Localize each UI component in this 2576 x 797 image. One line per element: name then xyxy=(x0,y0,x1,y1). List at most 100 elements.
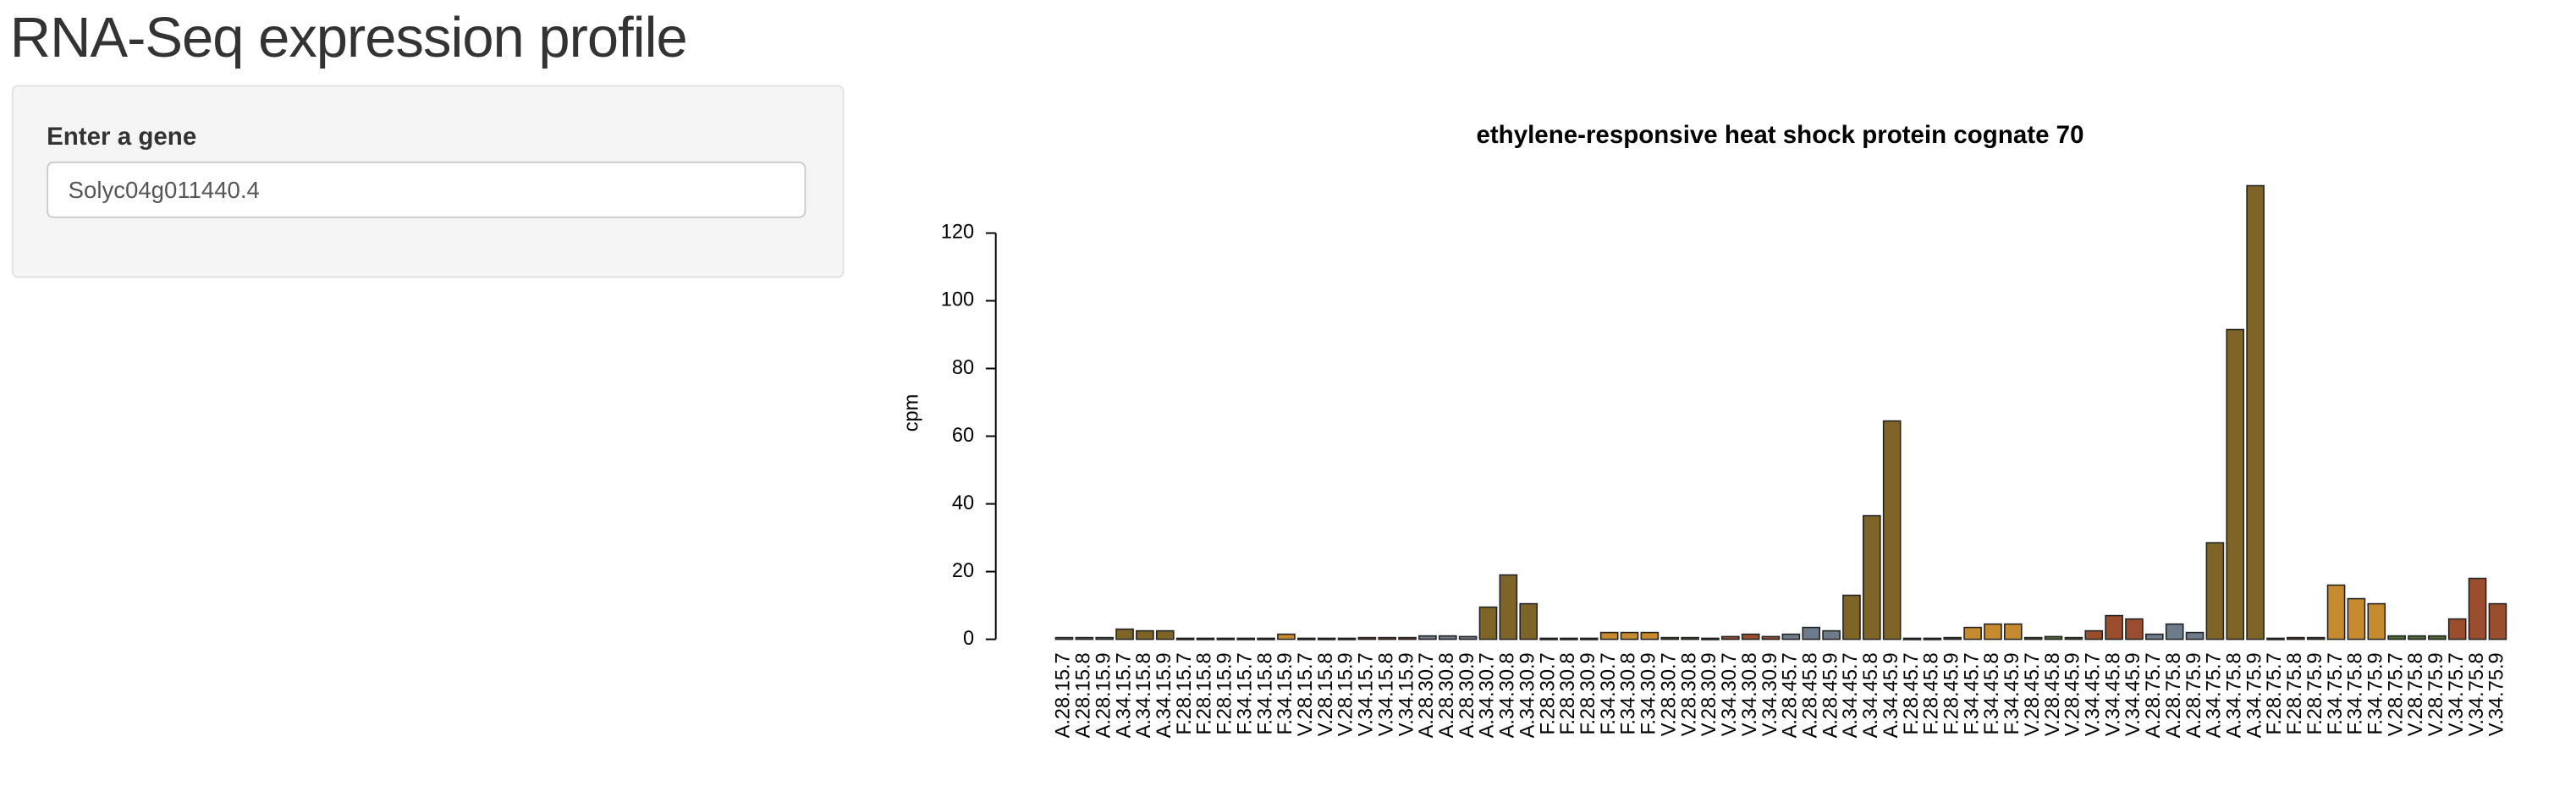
x-tick-label: V.28.45.7 xyxy=(2022,652,2044,736)
bar xyxy=(1599,631,1619,640)
bar xyxy=(1075,636,1094,640)
x-tick-label: V.34.15.8 xyxy=(1375,652,1397,736)
x-tick-label: V.28.75.9 xyxy=(2425,652,2447,736)
x-tick-label: F.28.45.9 xyxy=(1940,652,1962,734)
page-title: RNA-Seq expression profile xyxy=(9,6,688,70)
bar xyxy=(1519,602,1538,640)
bar xyxy=(2306,636,2326,640)
bar xyxy=(2105,614,2123,640)
bar xyxy=(2347,597,2366,640)
bar xyxy=(2205,541,2225,640)
y-tick-label: 40 xyxy=(952,492,974,514)
bar xyxy=(1115,628,1134,640)
x-tick-label: V.28.30.8 xyxy=(1678,652,1700,736)
x-tick-label: F.34.75.9 xyxy=(2365,652,2387,734)
x-tick-label: F.34.45.9 xyxy=(2001,652,2023,734)
bar xyxy=(2226,328,2245,640)
bar xyxy=(1438,635,1457,640)
bar xyxy=(2145,633,2164,640)
x-tick-label: A.28.30.8 xyxy=(1436,652,1458,738)
bar xyxy=(2064,636,2083,640)
x-tick-label: V.28.75.7 xyxy=(2385,652,2407,736)
x-tick-label: V.34.75.9 xyxy=(2486,652,2508,736)
x-tick-label: A.34.45.8 xyxy=(1860,652,1882,738)
input-label: Enter a gene xyxy=(47,123,197,152)
bar xyxy=(1660,636,1680,640)
bar xyxy=(1822,629,1841,640)
bar xyxy=(2084,629,2104,640)
bar xyxy=(2428,635,2447,640)
bar xyxy=(2468,577,2487,640)
bar xyxy=(1802,626,1821,640)
x-tick-label: V.34.15.9 xyxy=(1395,652,1417,736)
x-tick-label: A.28.75.9 xyxy=(2183,652,2205,738)
x-tick-label: F.28.45.7 xyxy=(1901,652,1923,734)
bar xyxy=(1902,637,1922,640)
bar xyxy=(1337,637,1357,640)
y-tick-label: 60 xyxy=(952,425,974,447)
x-tick-label: A.28.30.7 xyxy=(1416,652,1438,738)
y-tick-label: 80 xyxy=(952,357,974,379)
x-tick-label: A.28.15.9 xyxy=(1093,652,1115,738)
bar xyxy=(1398,636,1417,640)
x-tick-label: A.28.75.7 xyxy=(2143,652,2165,738)
x-tick-label: A.34.15.8 xyxy=(1133,652,1155,738)
bar xyxy=(1378,636,1397,640)
x-tick-label: A.28.15.7 xyxy=(1053,652,1075,738)
bar xyxy=(2165,623,2184,640)
x-tick-label: V.34.30.9 xyxy=(1759,652,1781,736)
bar xyxy=(2044,635,2063,640)
x-tick-label: A.28.45.9 xyxy=(1819,652,1841,738)
x-tick-label: A.28.15.8 xyxy=(1073,652,1095,738)
x-tick-label: F.28.75.9 xyxy=(2304,652,2326,734)
bar xyxy=(2447,618,2467,640)
chart-title: ethylene-responsive heat shock protein c… xyxy=(1476,121,2083,149)
x-tick-label: A.34.15.9 xyxy=(1153,652,1175,738)
bar xyxy=(2488,602,2507,640)
x-tick-label: A.34.15.7 xyxy=(1113,652,1135,738)
bar xyxy=(1499,574,1518,640)
sidebar-panel: Enter a gene xyxy=(11,85,845,278)
bar xyxy=(1701,637,1720,640)
bar xyxy=(2023,636,2043,640)
bar xyxy=(1458,635,1478,640)
bar xyxy=(1842,594,1861,640)
x-tick-label: A.34.30.8 xyxy=(1497,652,1519,738)
x-tick-label: V.34.30.8 xyxy=(1739,652,1761,736)
bar xyxy=(1640,631,1660,640)
bar xyxy=(1984,623,2002,640)
bar xyxy=(1741,633,1760,640)
bar xyxy=(1943,636,1962,640)
bar xyxy=(1236,637,1256,640)
bar xyxy=(1761,635,1781,640)
bar xyxy=(2185,631,2204,640)
x-tick-label: A.28.75.8 xyxy=(2163,652,2185,738)
bar xyxy=(1136,629,1154,640)
bar xyxy=(1963,626,1982,640)
x-tick-label: F.34.45.7 xyxy=(1961,652,1983,734)
x-tick-label: A.34.30.9 xyxy=(1516,652,1538,738)
x-tick-label: A.34.75.9 xyxy=(2243,652,2265,738)
bar xyxy=(1478,606,1498,640)
x-tick-label: V.34.15.7 xyxy=(1356,652,1378,736)
x-tick-label: V.28.75.8 xyxy=(2405,652,2427,736)
x-tick-label: F.34.45.8 xyxy=(1981,652,2003,734)
x-tick-label: A.28.30.9 xyxy=(1456,652,1478,738)
bar xyxy=(2004,623,2023,640)
x-tick-label: F.34.75.7 xyxy=(2325,652,2347,734)
x-tick-label: F.28.45.8 xyxy=(1921,652,1943,734)
bar xyxy=(1196,637,1215,640)
x-tick-label: F.28.15.9 xyxy=(1214,652,1236,734)
gene-input[interactable] xyxy=(47,161,806,218)
bar xyxy=(1216,637,1236,640)
x-tick-label: V.28.45.9 xyxy=(2062,652,2084,736)
x-tick-label: V.28.30.7 xyxy=(1658,652,1680,736)
bar xyxy=(1277,633,1296,640)
bar xyxy=(1296,637,1316,640)
x-tick-label: F.34.75.8 xyxy=(2345,652,2367,734)
x-tick-label: F.28.30.8 xyxy=(1557,652,1579,734)
x-tick-label: A.34.75.7 xyxy=(2204,652,2226,738)
x-tick-label: A.34.45.9 xyxy=(1880,652,1902,738)
